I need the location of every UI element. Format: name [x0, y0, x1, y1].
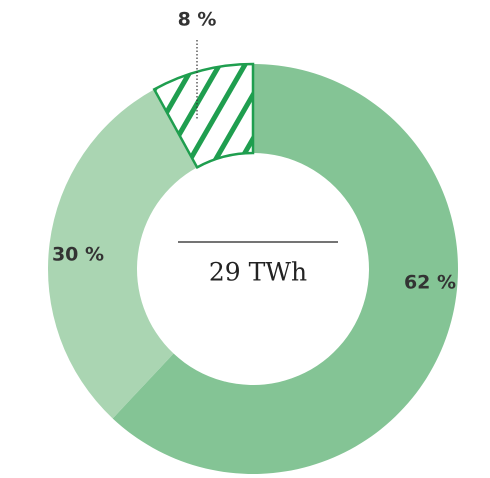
value-label: 30 %	[52, 244, 104, 266]
value-label: 62 %	[404, 272, 456, 294]
donut-segment	[48, 89, 198, 419]
donut-segment	[112, 64, 458, 474]
value-label: 8 %	[178, 9, 217, 31]
donut-segment	[152, 62, 255, 170]
center-label: 29 TWh	[209, 258, 307, 287]
